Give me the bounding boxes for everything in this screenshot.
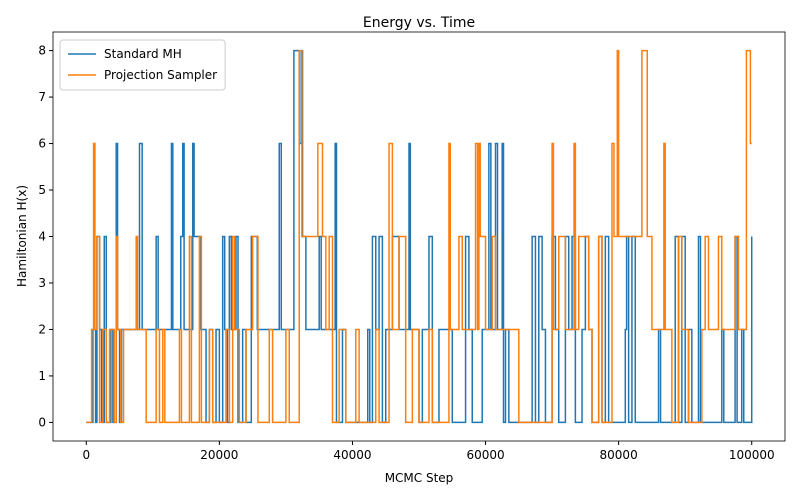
y-tick-label: 3 <box>38 276 46 290</box>
x-tick-label: 40000 <box>333 448 371 462</box>
x-tick-label: 20000 <box>200 448 238 462</box>
y-tick-label: 7 <box>38 90 46 104</box>
plot-frame <box>52 31 786 442</box>
y-tick-label: 0 <box>38 415 46 429</box>
x-axis-label: MCMC Step <box>385 471 454 485</box>
y-axis-label: Hamiltonian H(x) <box>15 185 29 287</box>
y-tick-label: 8 <box>38 44 46 58</box>
legend-label: Projection Sampler <box>104 68 217 82</box>
legend: Standard MH Projection Sampler <box>59 39 226 91</box>
x-tick-label: 0 <box>82 448 90 462</box>
x-tick-label: 80000 <box>600 448 638 462</box>
series-line <box>86 49 752 424</box>
legend-label: Standard MH <box>104 47 182 61</box>
y-tick-label: 2 <box>38 322 46 336</box>
legend-frame <box>59 39 226 91</box>
chart-title: Energy vs. Time <box>363 15 475 31</box>
y-tick-label: 5 <box>38 183 46 197</box>
x-tick-label: 60000 <box>466 448 504 462</box>
x-tick-label: 100000 <box>729 448 775 462</box>
y-tick-label: 6 <box>38 137 46 151</box>
y-tick-label: 1 <box>38 369 46 383</box>
y-tick-label: 4 <box>38 230 46 244</box>
